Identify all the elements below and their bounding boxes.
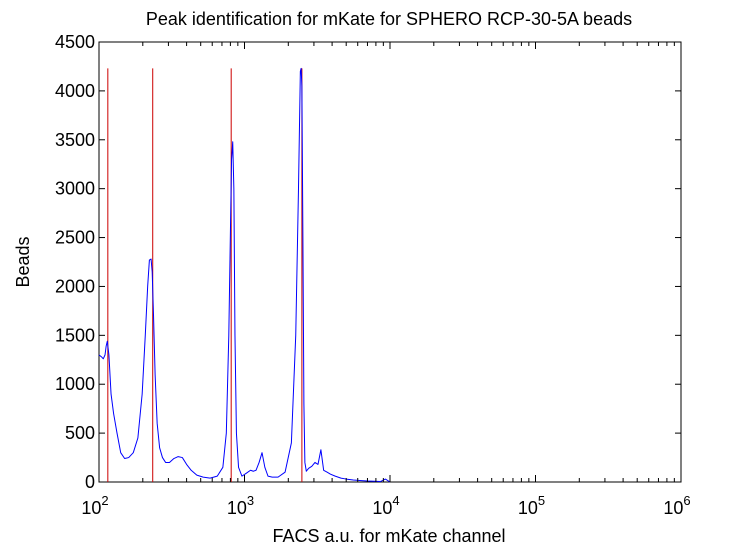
x-tick-label: 104 xyxy=(372,493,399,518)
y-tick-label: 0 xyxy=(85,472,95,492)
tick-labels: 0 500 1000 1500 2000 2500 3000 3500 4000 4500 102 1… xyxy=(55,32,691,518)
x-tick-label: 103 xyxy=(227,493,254,518)
y-tick-label: 4000 xyxy=(55,81,95,101)
plot-area xyxy=(98,41,682,483)
y-tick-label: 3500 xyxy=(55,130,95,150)
x-axis-label: FACS a.u. for mKate channel xyxy=(272,526,505,546)
x-tick-label: 106 xyxy=(663,493,690,518)
y-tick-label: 2500 xyxy=(55,228,95,248)
y-tick-label: 1000 xyxy=(55,374,95,394)
y-axis-label: Beads xyxy=(13,236,33,287)
y-tick-label: 3000 xyxy=(55,179,95,199)
y-tick-label: 500 xyxy=(65,423,95,443)
x-tick-label: 105 xyxy=(518,493,545,518)
x-tick-label: 102 xyxy=(81,493,108,518)
axis-ticks xyxy=(98,41,682,483)
chart-title: Peak identification for mKate for SPHERO… xyxy=(146,9,632,29)
y-tick-label: 2000 xyxy=(55,276,95,296)
y-tick-label: 1500 xyxy=(55,325,95,345)
histogram-line xyxy=(98,67,391,483)
y-tick-label: 4500 xyxy=(55,32,95,52)
histogram-series xyxy=(98,67,391,483)
